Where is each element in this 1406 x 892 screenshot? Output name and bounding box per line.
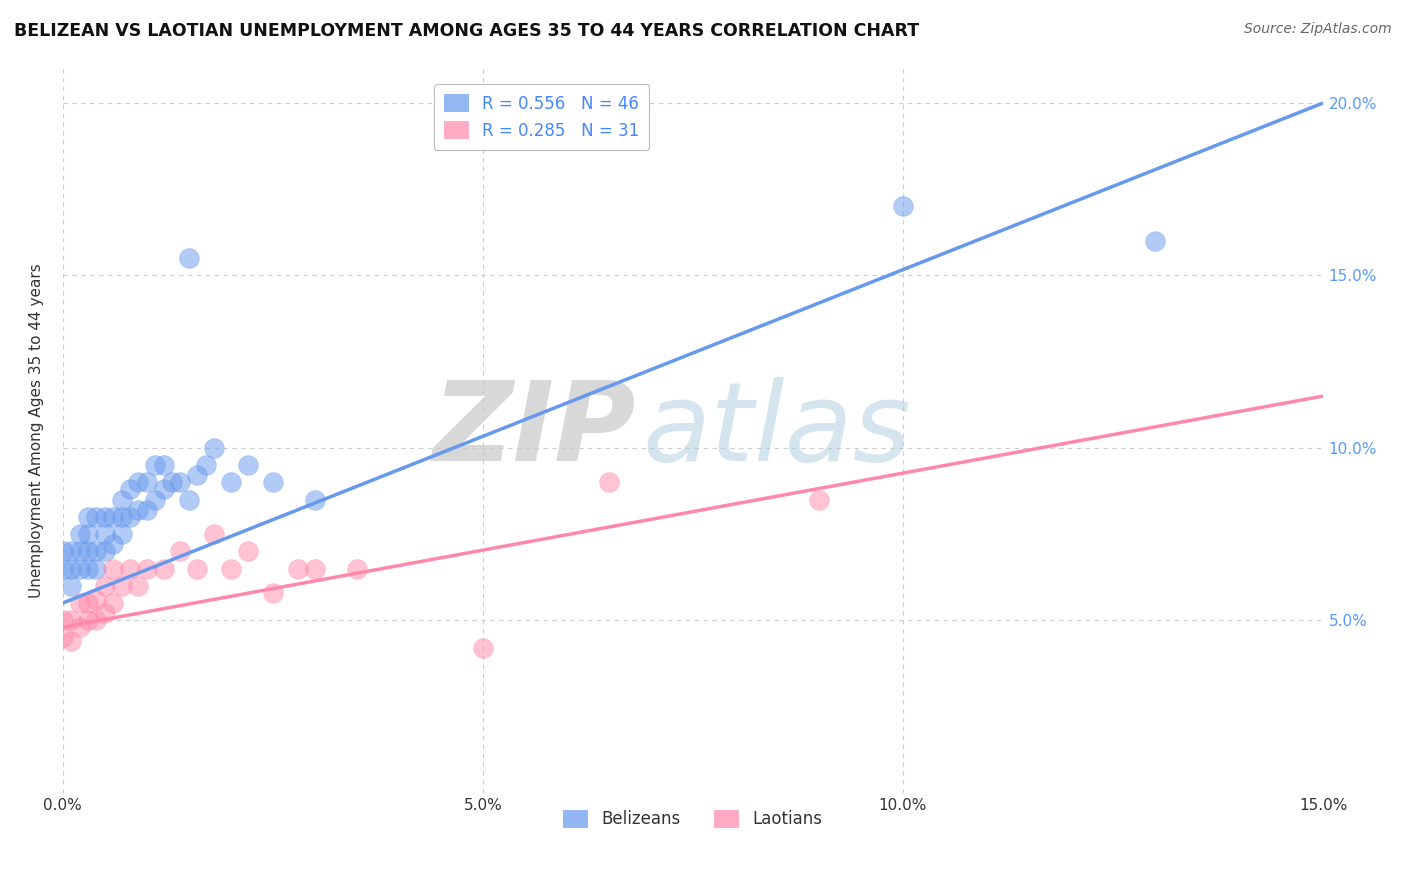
Point [69,544,91,558]
Point [86,509,108,524]
Point [177,492,200,507]
Point [143,458,166,472]
Point [177,251,200,265]
Point [202,441,225,455]
Point [143,492,166,507]
Point [94,607,117,621]
Point [52,544,75,558]
Point [287,561,309,575]
Point [346,561,368,575]
Point [471,640,494,655]
Point [52,631,75,645]
Point [169,544,191,558]
Point [60,634,83,648]
Point [304,492,326,507]
Point [160,475,183,490]
Point [94,527,117,541]
Point [86,592,108,607]
Point [77,527,100,541]
Point [86,561,108,575]
Point [69,596,91,610]
Point [219,475,242,490]
Point [152,482,174,496]
Point [236,458,259,472]
Point [94,509,117,524]
Point [135,503,157,517]
Point [1143,234,1166,248]
Point [304,561,326,575]
Point [135,561,157,575]
Point [69,561,91,575]
Legend: Belizeans, Laotians: Belizeans, Laotians [557,803,830,835]
Point [118,482,141,496]
Point [111,509,134,524]
Point [202,527,225,541]
Point [186,561,208,575]
Point [262,475,284,490]
Point [77,509,100,524]
Point [194,458,217,472]
Point [262,585,284,599]
Point [891,199,914,213]
Point [169,475,191,490]
Text: Source: ZipAtlas.com: Source: ZipAtlas.com [1244,22,1392,37]
Point [77,561,100,575]
Point [118,509,141,524]
Point [186,468,208,483]
Point [807,492,830,507]
Point [103,537,125,551]
Point [69,620,91,634]
Point [77,596,100,610]
Text: ZIP: ZIP [433,377,636,484]
Point [111,579,134,593]
Point [152,458,174,472]
Point [103,596,125,610]
Point [219,561,242,575]
Point [94,579,117,593]
Point [52,613,75,627]
Point [77,613,100,627]
Point [103,509,125,524]
Point [86,613,108,627]
Point [60,561,83,575]
Point [77,544,100,558]
Point [152,561,174,575]
Text: BELIZEAN VS LAOTIAN UNEMPLOYMENT AMONG AGES 35 TO 44 YEARS CORRELATION CHART: BELIZEAN VS LAOTIAN UNEMPLOYMENT AMONG A… [14,22,920,40]
Y-axis label: Unemployment Among Ages 35 to 44 years: Unemployment Among Ages 35 to 44 years [30,263,44,598]
Point [94,544,117,558]
Text: atlas: atlas [643,377,911,484]
Point [111,527,134,541]
Point [127,503,149,517]
Point [135,475,157,490]
Point [111,492,134,507]
Point [103,561,125,575]
Point [52,561,75,575]
Point [86,544,108,558]
Point [127,579,149,593]
Point [236,544,259,558]
Point [60,579,83,593]
Point [60,613,83,627]
Point [60,544,83,558]
Point [118,561,141,575]
Point [598,475,620,490]
Point [127,475,149,490]
Point [69,527,91,541]
